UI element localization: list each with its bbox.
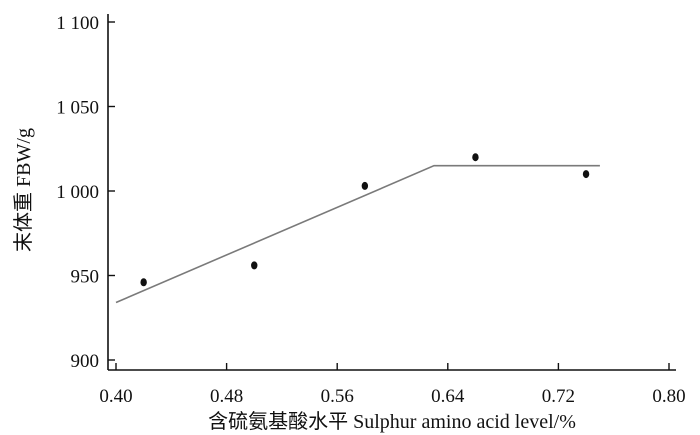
y-tick-label: 950 [71, 267, 100, 288]
data-point [251, 261, 258, 270]
x-tick-label: 0.64 [431, 386, 465, 407]
x-tick-label: 0.80 [652, 386, 685, 407]
data-point [140, 278, 147, 287]
fit-line [115, 164, 600, 304]
y-tick-label: 900 [71, 351, 100, 372]
y-tick-label: 1 050 [56, 98, 99, 119]
x-tick-label: 0.56 [321, 386, 354, 407]
data-point [582, 170, 590, 179]
data-points [140, 153, 590, 287]
data-point [361, 181, 369, 190]
x-axis-title: 含硫氨基酸水平 Sulphur amino acid level/% [208, 410, 576, 433]
data-point [472, 153, 479, 162]
y-tick-label: 1 000 [56, 182, 99, 203]
x-tick-label: 0.72 [542, 386, 575, 407]
axes [107, 14, 676, 371]
y-tick-label: 1 100 [56, 13, 99, 34]
y-ticks: 900 950 1 000 1 050 1 100 [56, 13, 115, 372]
x-tick-label: 0.40 [99, 386, 132, 407]
x-ticks: 0.40 0.48 0.56 0.64 0.72 0.80 [99, 363, 686, 407]
x-tick-label: 0.48 [210, 386, 243, 407]
y-axis-title: 末体重 FBW/g [12, 128, 35, 252]
